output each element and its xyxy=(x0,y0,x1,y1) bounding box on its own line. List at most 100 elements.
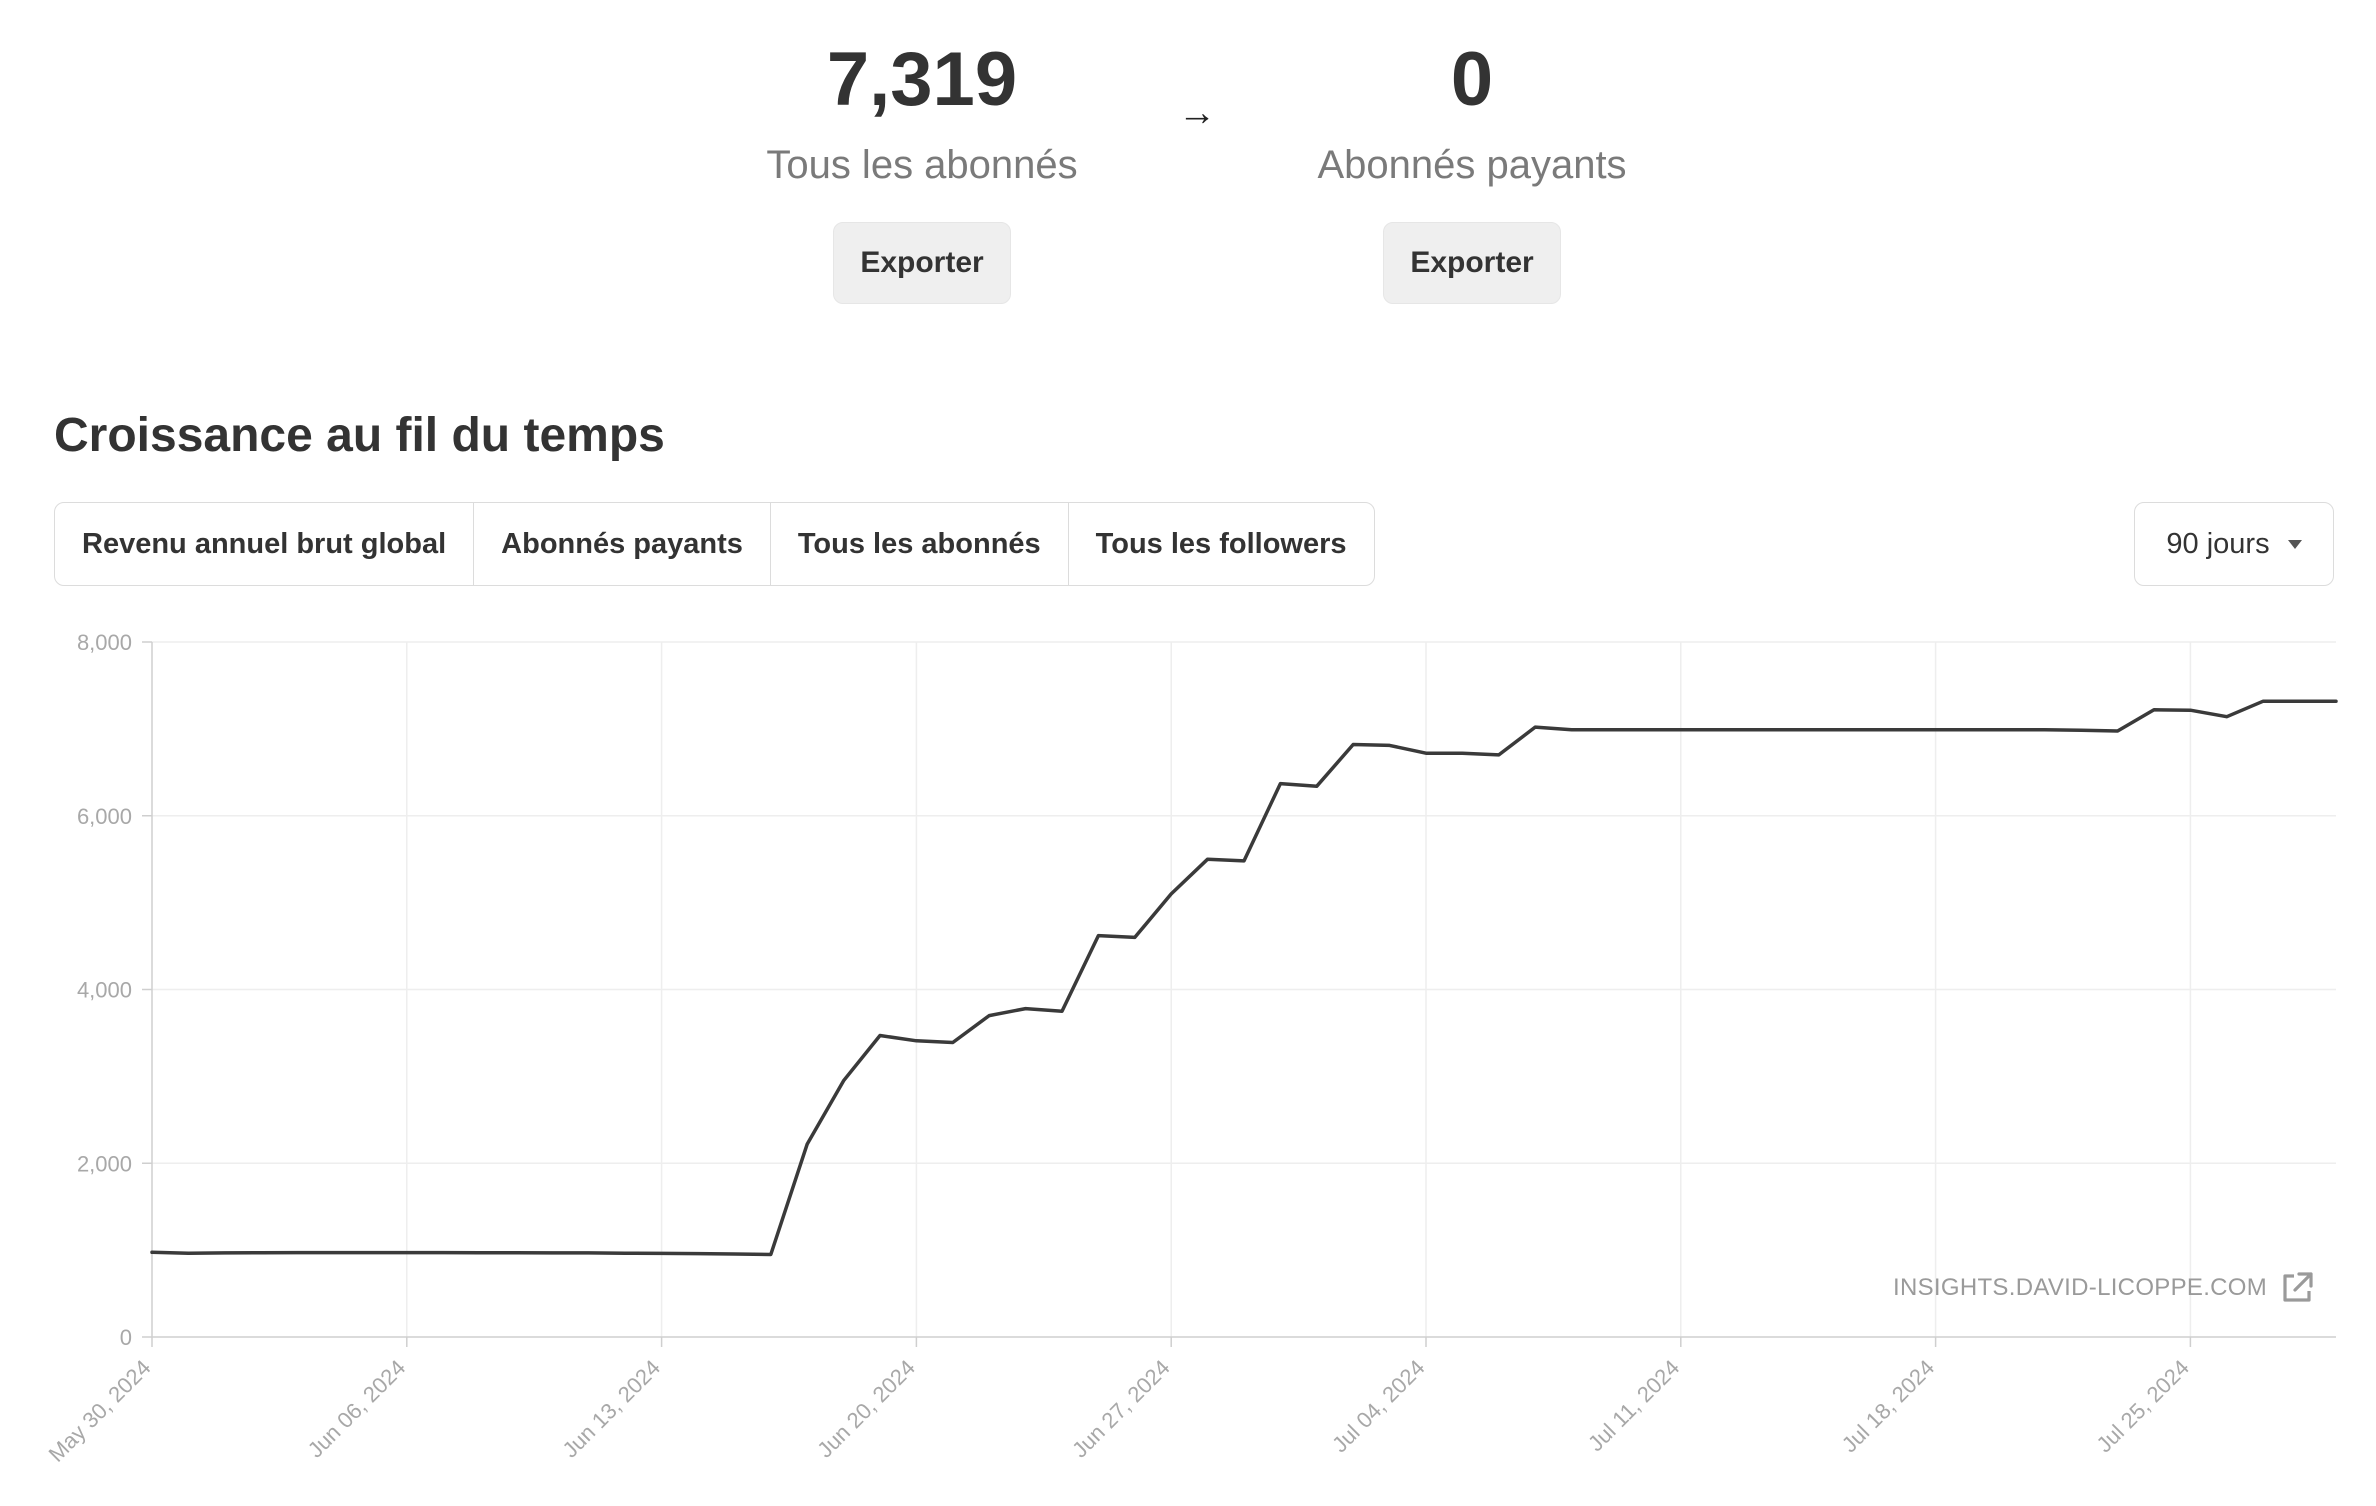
stat-all-subscribers: 7,319 Tous les abonnés Exporter xyxy=(712,30,1132,304)
tab-paid-subscribers[interactable]: Abonnés payants xyxy=(474,503,771,585)
data-point xyxy=(1095,933,1101,939)
data-point xyxy=(1641,727,1647,733)
data-point xyxy=(622,1250,628,1256)
data-point xyxy=(149,1249,155,1255)
data-point xyxy=(367,1250,373,1256)
x-tick-label: Jun 13, 2024 xyxy=(557,1355,665,1463)
data-point xyxy=(768,1251,774,1257)
data-point xyxy=(877,1033,883,1039)
data-point xyxy=(2187,707,2193,713)
data-point xyxy=(2115,728,2121,734)
tab-revenue[interactable]: Revenu annuel brut global xyxy=(55,503,475,585)
data-point xyxy=(477,1250,483,1256)
x-tick-label: Jul 25, 2024 xyxy=(2091,1355,2193,1457)
watermark-text: INSIGHTS.DAVID-LICOPPE.COM xyxy=(1893,1274,2268,1301)
x-tick-label: Jun 27, 2024 xyxy=(1067,1355,1175,1463)
data-point xyxy=(1605,727,1611,733)
x-tick-label: Jun 20, 2024 xyxy=(812,1355,920,1463)
data-point xyxy=(1678,727,1684,733)
y-tick-label: 8,000 xyxy=(77,630,132,655)
data-point xyxy=(1896,727,1902,733)
y-tick-label: 0 xyxy=(120,1325,132,1350)
data-point xyxy=(1168,891,1174,897)
data-point xyxy=(1823,727,1829,733)
data-point xyxy=(2333,698,2339,704)
stat-paid-subscribers: 0 Abonnés payants Exporter xyxy=(1262,30,1682,304)
x-tick-label: Jul 04, 2024 xyxy=(1327,1355,1429,1457)
chart-axes xyxy=(142,641,2336,1338)
data-point xyxy=(1787,727,1793,733)
data-point xyxy=(695,1251,701,1257)
caret-down-icon xyxy=(2287,539,2302,549)
data-point xyxy=(2151,707,2157,713)
data-point xyxy=(804,1141,810,1147)
data-point xyxy=(841,1078,847,1084)
data-point xyxy=(1933,727,1939,733)
growth-chart: 0 2,000 4,000 6,000 8,000 May 30, 2024 Jun 06… xyxy=(44,630,2339,1467)
data-point xyxy=(2297,698,2303,704)
data-point xyxy=(2005,727,2011,733)
x-tick-label: Jul 18, 2024 xyxy=(1837,1355,1939,1457)
data-point xyxy=(1532,724,1538,730)
y-axis-ticks: 0 2,000 4,000 6,000 8,000 xyxy=(77,630,132,1350)
external-link-icon xyxy=(2283,1272,2313,1302)
data-point xyxy=(1751,727,1757,733)
x-tick-label: Jun 06, 2024 xyxy=(303,1355,411,1463)
x-tick-label: May 30, 2024 xyxy=(44,1355,156,1467)
data-point xyxy=(731,1251,737,1257)
time-range-select[interactable]: 90 jours xyxy=(2134,502,2334,586)
data-point xyxy=(1569,727,1575,733)
time-range-value: 90 jours xyxy=(2166,527,2270,560)
data-point xyxy=(2224,714,2230,720)
export-paid-subscribers-button[interactable]: Exporter xyxy=(1383,222,1561,304)
data-point xyxy=(1132,934,1138,940)
subscribers-series-line xyxy=(150,699,2338,1257)
y-tick-label: 2,000 xyxy=(77,1151,132,1176)
series-points xyxy=(149,698,2339,1257)
data-point xyxy=(222,1250,228,1256)
y-tick-label: 4,000 xyxy=(77,978,132,1003)
paid-subscribers-count: 0 xyxy=(1450,37,1494,122)
paid-subscribers-label: Abonnés payants xyxy=(1317,143,1627,187)
data-point xyxy=(185,1250,191,1256)
x-tick-label: Jul 11, 2024 xyxy=(1583,1355,1684,1456)
data-point xyxy=(1059,1008,1065,1014)
export-all-subscribers-button[interactable]: Exporter xyxy=(833,222,1011,304)
data-point xyxy=(1350,742,1356,748)
data-point xyxy=(1241,858,1247,864)
data-point xyxy=(1277,781,1283,787)
data-point xyxy=(404,1250,410,1256)
data-point xyxy=(513,1250,519,1256)
metric-tabs: Revenu annuel brut global Abonnés payant… xyxy=(54,502,1375,586)
data-point xyxy=(1205,856,1211,862)
arrow-right-icon: → xyxy=(1178,92,1216,134)
all-subscribers-count: 7,319 xyxy=(826,37,1018,122)
tab-all-subscribers[interactable]: Tous les abonnés xyxy=(771,503,1069,585)
y-tick-label: 6,000 xyxy=(77,804,132,829)
data-point xyxy=(440,1250,446,1256)
data-point xyxy=(1423,750,1429,756)
data-point xyxy=(295,1250,301,1256)
chart-grid xyxy=(152,641,2336,1337)
section-title: Croissance au fil du temps xyxy=(54,409,665,462)
data-point xyxy=(258,1250,264,1256)
data-point xyxy=(2042,727,2048,733)
data-point xyxy=(659,1250,665,1256)
data-point xyxy=(1714,727,1720,733)
data-point xyxy=(1496,752,1502,758)
x-axis-ticks: May 30, 2024 Jun 06, 2024 Jun 13, 2024 Jun … xyxy=(44,1337,2194,1467)
data-point xyxy=(1023,1006,1029,1012)
tab-all-followers[interactable]: Tous les followers xyxy=(1095,528,1347,560)
data-point xyxy=(2078,727,2084,733)
data-point xyxy=(331,1250,337,1256)
data-point xyxy=(1387,742,1393,748)
data-point xyxy=(1860,727,1866,733)
data-point xyxy=(986,1013,992,1019)
all-subscribers-label: Tous les abonnés xyxy=(766,143,1078,187)
data-point xyxy=(1314,783,1320,789)
watermark-link[interactable]: INSIGHTS.DAVID-LICOPPE.COM xyxy=(1893,1268,2317,1308)
data-point xyxy=(2260,698,2266,704)
data-point xyxy=(1969,727,1975,733)
data-point xyxy=(1459,750,1465,756)
data-point xyxy=(549,1250,555,1256)
